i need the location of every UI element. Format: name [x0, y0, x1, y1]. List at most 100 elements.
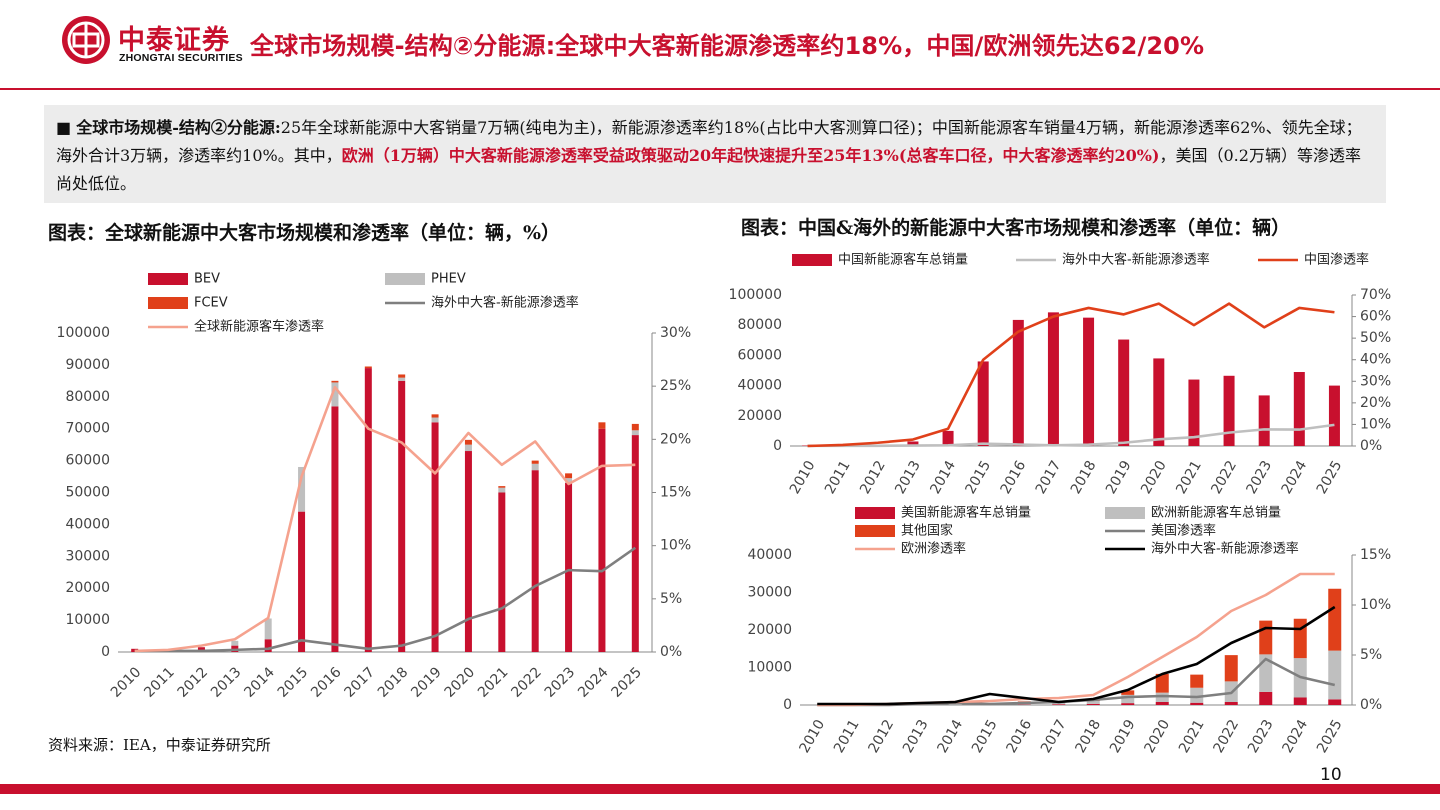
overseas-legend-label: 欧洲渗透率 [901, 541, 966, 557]
overseas-bar-其他国家 [1121, 690, 1135, 695]
overseas-legend-label: 美国渗透率 [1151, 523, 1216, 539]
global-x-tick-label: 2014 [241, 664, 278, 701]
china-y-tick-label: 40000 [737, 378, 782, 394]
global-y2-tick-label: 15% [660, 485, 691, 501]
global-legend-swatch [385, 273, 425, 285]
overseas-legend-swatch [855, 525, 895, 537]
summary-lead: 全球市场规模-结构②分能源: [76, 118, 281, 137]
overseas-x-tick-label: 2021 [1176, 717, 1208, 756]
overseas-bar-欧洲新能源客车总销量 [948, 703, 962, 705]
global-y-tick-label: 30000 [65, 548, 110, 564]
china-bar-中国新能源客车总销量 [1153, 358, 1165, 446]
global-bar-BEV [531, 470, 539, 652]
overseas-line-欧洲渗透率 [817, 572, 1335, 707]
overseas-x-tick-label: 2017 [1038, 717, 1070, 756]
china-x-tick-label: 2014 [927, 458, 959, 497]
overseas-bar-美国新能源客车总销量 [1155, 702, 1169, 705]
global-legend-label: FCEV [194, 296, 228, 311]
logo-subtitle: ZHONGTAI SECURITIES [119, 52, 243, 64]
global-bar-PHEV [398, 377, 406, 381]
global-y2-tick-label: 10% [660, 538, 691, 554]
global-bar-PHEV [464, 444, 472, 452]
overseas-y-tick-label: 20000 [747, 622, 792, 638]
global-x-tick-label: 2010 [108, 664, 145, 701]
china-y-tick-label: 20000 [737, 408, 782, 424]
overseas-bar-欧洲新能源客车总销量 [1155, 692, 1169, 702]
summary-text-2: ，美国（0.2万辆）等渗透率尚处低位。 [56, 146, 1361, 193]
global-legend-label: 海外中大客-新能源渗透率 [431, 295, 579, 311]
logo-mark-icon [62, 16, 110, 64]
china-y-tick-label: 80000 [737, 317, 782, 333]
china-x-tick-label: 2017 [1033, 458, 1065, 497]
overseas-x-tick-label: 2012 [866, 717, 898, 756]
global-bar-FCEV [498, 486, 506, 488]
global-legend-label: BEV [194, 272, 220, 287]
overseas-bar-欧洲新能源客车总销量 [1190, 687, 1204, 703]
china-x-tick-label: 2022 [1208, 458, 1240, 497]
global-bar-PHEV [631, 430, 639, 436]
global-x-tick-label: 2016 [308, 664, 345, 701]
global-y2-tick-label: 5% [660, 591, 682, 607]
global-legend-label: PHEV [431, 272, 466, 287]
overseas-legend-label: 欧洲新能源客车总销量 [1151, 505, 1281, 521]
company-logo: 中泰证券 ZHONGTAI SECURITIES [62, 16, 252, 68]
global-x-tick-label: 2017 [341, 664, 378, 701]
china-bar-中国新能源客车总销量 [977, 361, 989, 446]
china-y2-tick-label: 0% [1360, 438, 1382, 454]
china-legend-swatch [792, 254, 832, 266]
global-bar-PHEV [331, 382, 339, 407]
global-x-tick-label: 2025 [608, 664, 645, 701]
china-x-tick-label: 2013 [892, 458, 924, 497]
global-bar-BEV [598, 428, 606, 652]
overseas-y-tick-label: 0 [783, 697, 792, 713]
overseas-y-tick-label: 30000 [747, 585, 792, 601]
china-legend-label: 中国新能源客车总销量 [838, 252, 968, 268]
right-chart-title: 图表：中国&海外的新能源中大客市场规模和渗透率（单位：辆） [741, 217, 1291, 239]
overseas-y2-tick-label: 15% [1360, 547, 1391, 563]
overseas-x-tick-label: 2024 [1280, 717, 1312, 756]
china-bar-中国新能源客车总销量 [1223, 375, 1235, 446]
overseas-legend-swatch [1105, 507, 1145, 519]
china-bar-中国新能源客车总销量 [1328, 385, 1340, 446]
overseas-bar-欧洲新能源客车总销量 [1121, 694, 1135, 704]
overseas-line-海外中大客-新能源渗透率 [817, 605, 1336, 706]
global-x-tick-label: 2023 [542, 664, 579, 701]
global-bar-BEV [498, 492, 506, 652]
overseas-line-美国渗透率 [817, 657, 1336, 707]
global-bar-BEV [431, 422, 439, 652]
china-y-tick-label: 100000 [729, 287, 782, 303]
overseas-bar-美国新能源客车总销量 [1052, 704, 1066, 705]
overseas-x-tick-label: 2011 [831, 717, 863, 756]
overseas-x-tick-label: 2025 [1314, 717, 1346, 756]
global-legend-swatch [148, 273, 188, 285]
overseas-y2-tick-label: 10% [1360, 597, 1391, 613]
overseas-x-tick-label: 2013 [900, 717, 932, 756]
overseas-bar-其他国家 [1328, 588, 1342, 651]
global-bar-FCEV [331, 380, 339, 383]
global-y-tick-label: 60000 [65, 453, 110, 469]
global-y-tick-label: 10000 [65, 612, 110, 628]
left-chart-title: 图表：全球新能源中大客市场规模和渗透率（单位：辆，%） [48, 222, 561, 244]
global-bar-PHEV [565, 478, 573, 483]
overseas-bar-美国新能源客车总销量 [1293, 697, 1307, 705]
overseas-bar-欧洲新能源客车总销量 [1086, 700, 1100, 704]
overseas-bar-美国新能源客车总销量 [1086, 703, 1100, 705]
global-bar-PHEV [231, 640, 239, 646]
summary-bullet: ■ [56, 118, 72, 137]
global-bar-FCEV [364, 366, 372, 369]
china-x-tick-label: 2015 [962, 458, 994, 497]
overseas-x-tick-label: 2014 [935, 717, 967, 756]
slide-header: 中泰证券 ZHONGTAI SECURITIES 全球市场规模-结构②分能源:全… [0, 0, 1440, 92]
summary-highlight: 欧洲（1万辆）中大客新能源渗透率受益政策驱动20年起快速提升至25年13%(总客… [341, 146, 1160, 165]
china-bar-中国新能源客车总销量 [1047, 312, 1059, 446]
global-legend-label: 全球新能源客车渗透率 [194, 319, 324, 335]
overseas-x-tick-label: 2020 [1142, 717, 1174, 756]
china-x-tick-label: 2010 [787, 458, 819, 497]
global-y2-tick-label: 0% [660, 644, 682, 660]
overseas-x-tick-label: 2019 [1107, 717, 1139, 756]
global-bar-PHEV [531, 463, 539, 471]
china-line-中国渗透率 [807, 302, 1335, 448]
global-x-tick-label: 2011 [141, 664, 178, 701]
global-bar-BEV [464, 451, 472, 652]
